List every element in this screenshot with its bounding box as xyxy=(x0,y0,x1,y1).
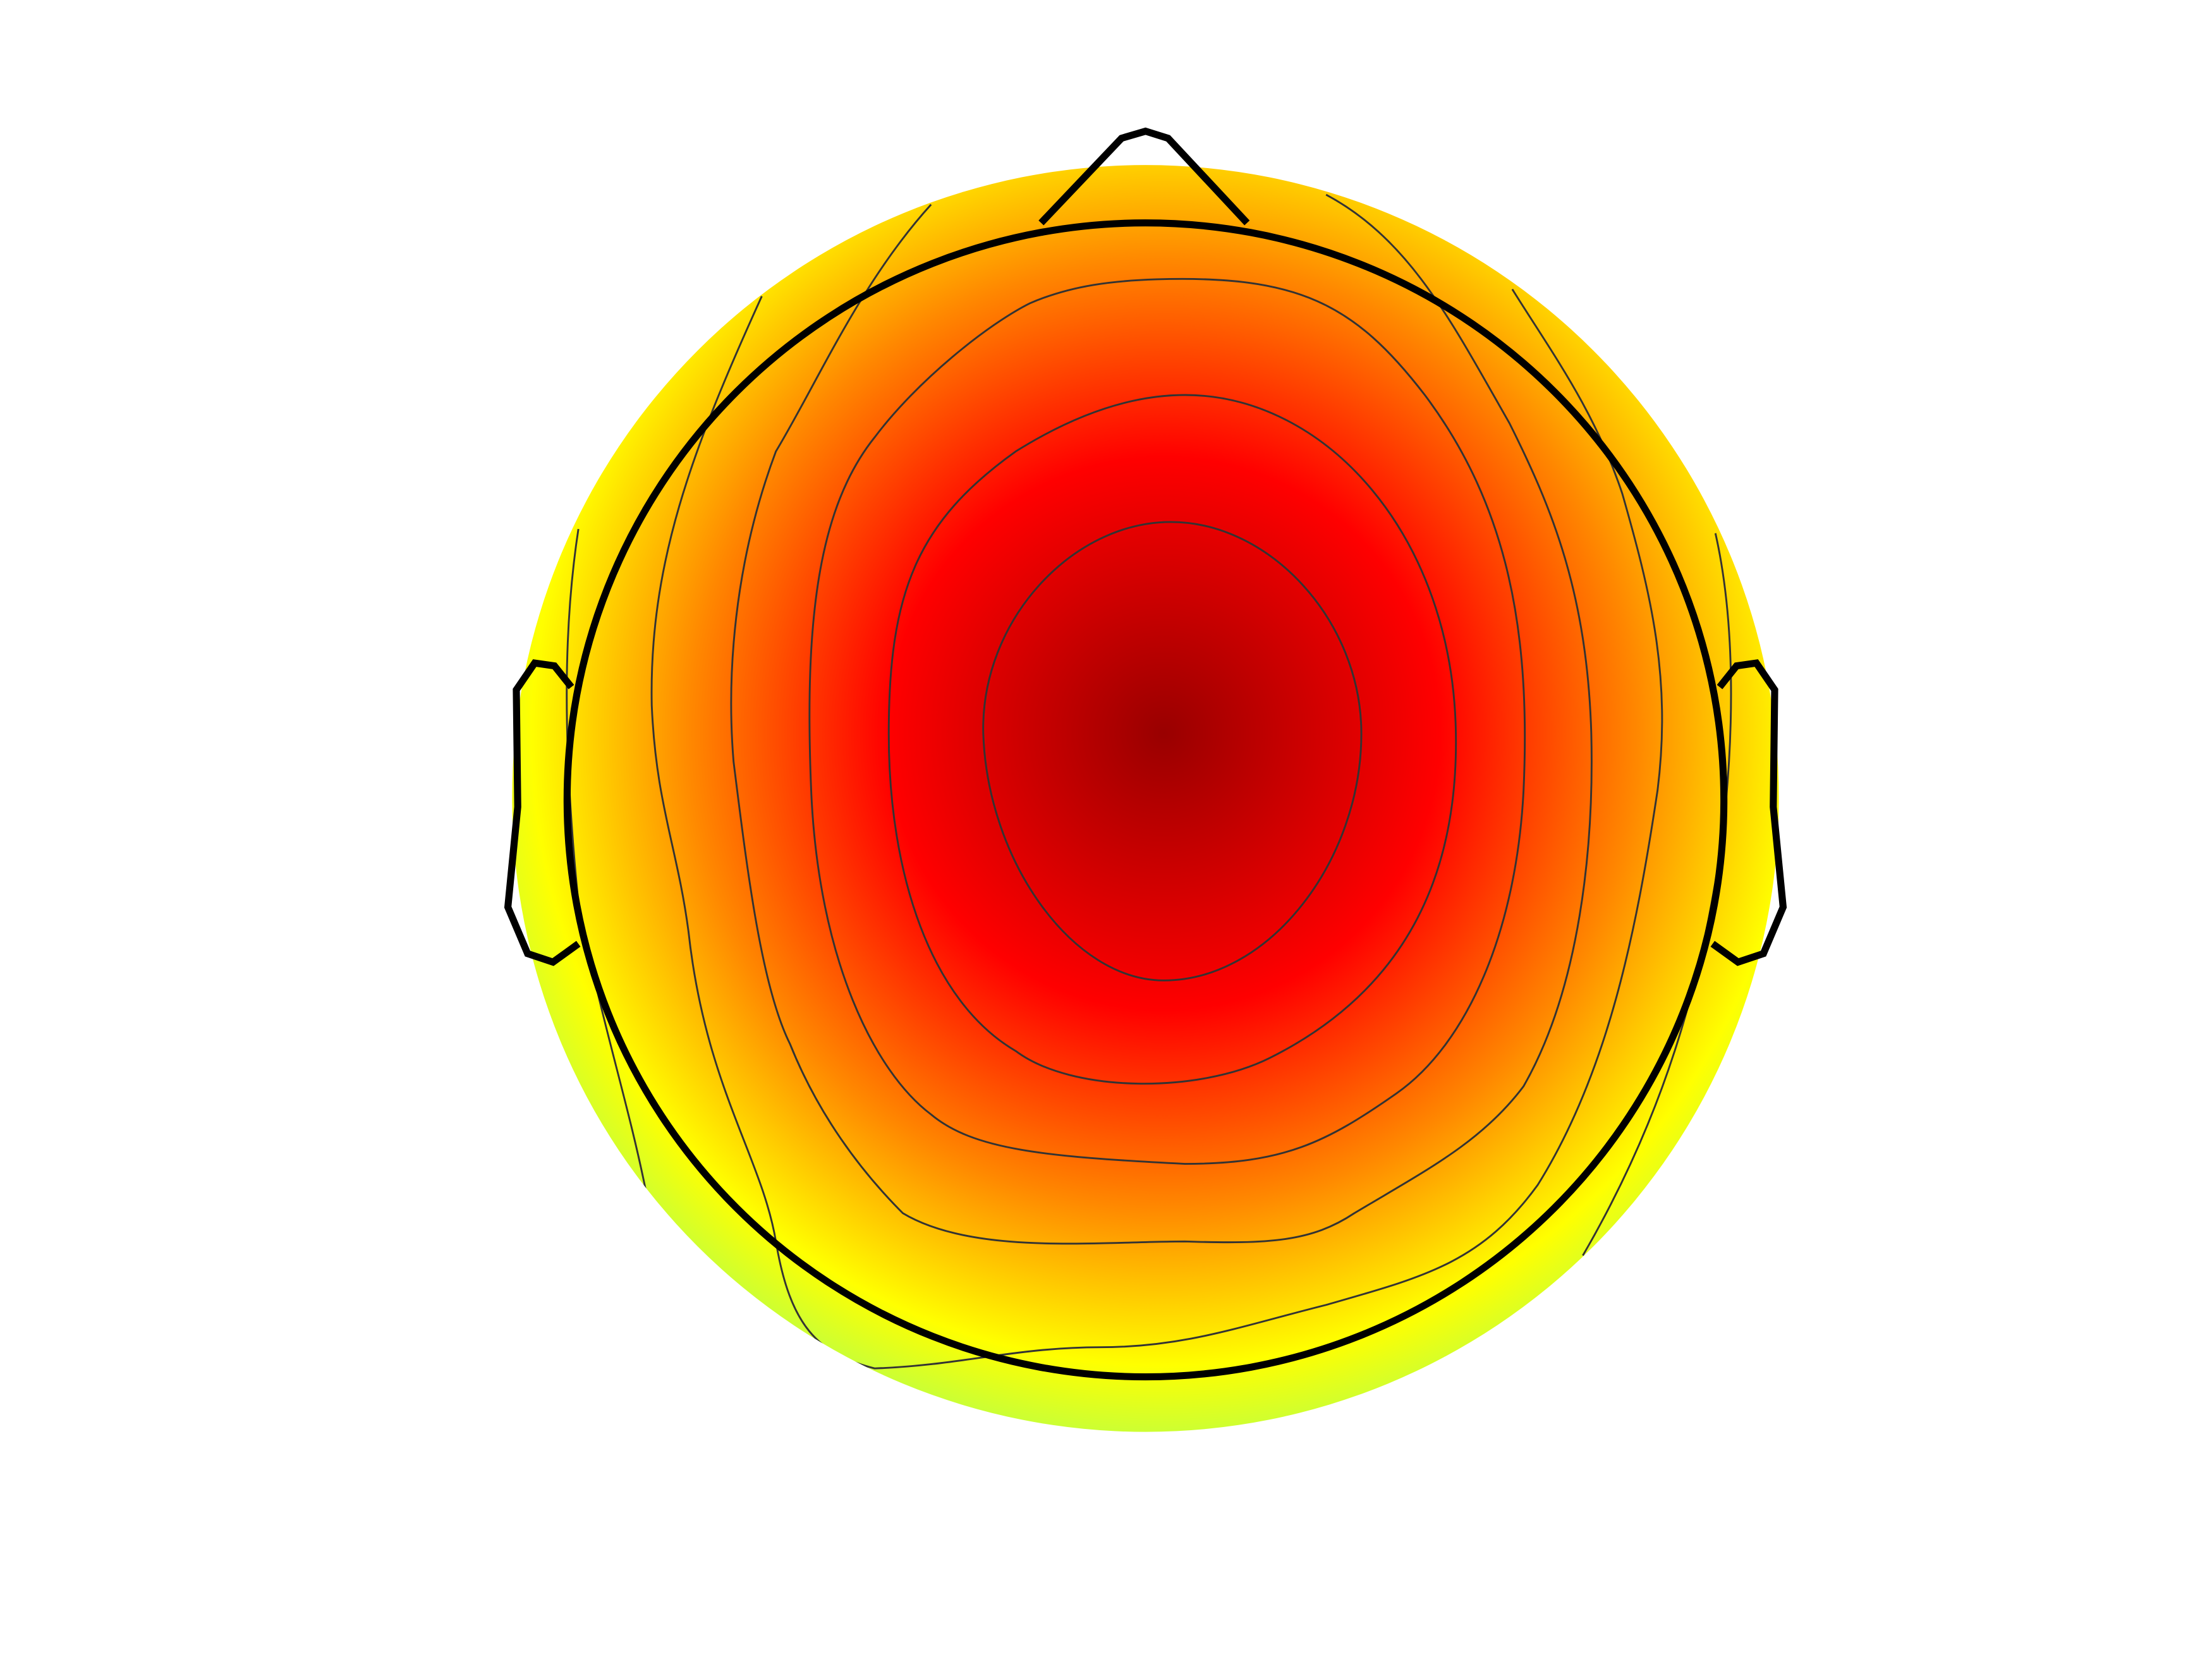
nose xyxy=(1038,127,1250,226)
contour xyxy=(808,277,1526,1165)
right-ear xyxy=(1710,659,1787,966)
contour xyxy=(982,521,1363,981)
left-ear xyxy=(504,659,581,966)
contour xyxy=(887,394,1457,1085)
contours xyxy=(566,193,1732,1370)
contour xyxy=(650,288,1663,1370)
head-outline xyxy=(563,219,1728,1381)
scalp-map xyxy=(512,165,1779,1432)
contour xyxy=(730,193,1593,1245)
